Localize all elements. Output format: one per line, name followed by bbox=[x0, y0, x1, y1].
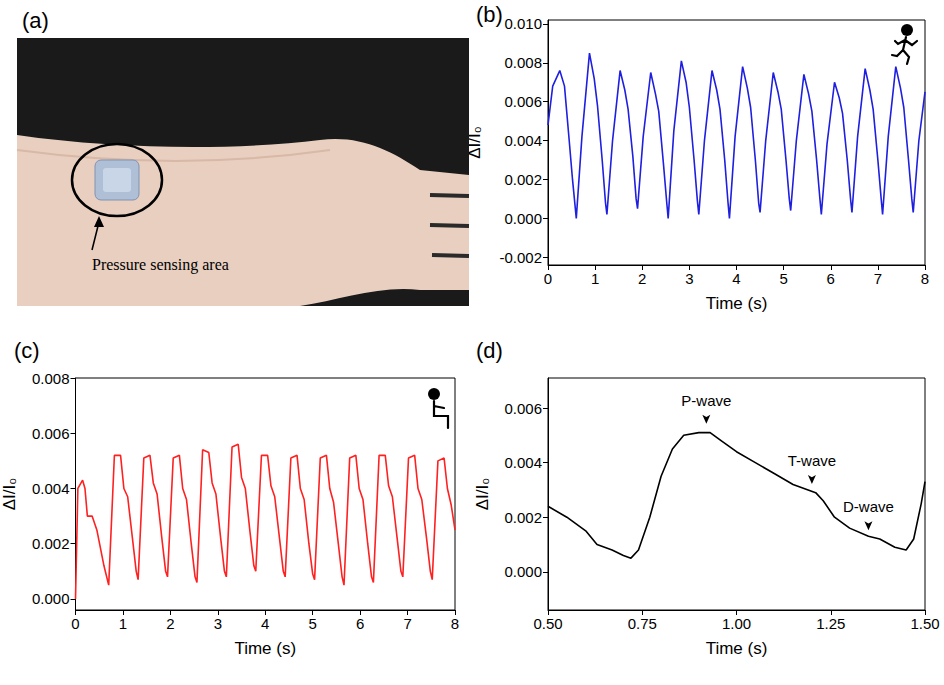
svg-text:8: 8 bbox=[921, 270, 929, 287]
svg-text:(d): (d) bbox=[476, 338, 503, 363]
svg-text:4: 4 bbox=[732, 270, 740, 287]
svg-text:1.25: 1.25 bbox=[816, 615, 845, 632]
svg-text:0.002: 0.002 bbox=[504, 171, 542, 188]
svg-text:0.008: 0.008 bbox=[32, 370, 70, 387]
svg-text:0.004: 0.004 bbox=[504, 132, 542, 149]
svg-text:ΔI/I₀: ΔI/I₀ bbox=[465, 126, 484, 159]
svg-text:Time (s): Time (s) bbox=[234, 639, 296, 658]
svg-text:T-wave: T-wave bbox=[788, 452, 836, 469]
svg-text:5: 5 bbox=[779, 270, 787, 287]
svg-text:0.010: 0.010 bbox=[504, 15, 542, 32]
svg-text:3: 3 bbox=[685, 270, 693, 287]
svg-text:1.50: 1.50 bbox=[910, 615, 939, 632]
svg-text:Time (s): Time (s) bbox=[706, 294, 768, 313]
svg-text:0.000: 0.000 bbox=[504, 210, 542, 227]
svg-text:ΔI/I₀: ΔI/I₀ bbox=[0, 478, 19, 511]
svg-text:(c): (c) bbox=[14, 338, 40, 363]
svg-text:2: 2 bbox=[166, 615, 174, 632]
svg-text:6: 6 bbox=[827, 270, 835, 287]
svg-text:Pressure sensing area: Pressure sensing area bbox=[92, 256, 229, 274]
svg-text:1: 1 bbox=[591, 270, 599, 287]
svg-text:0.002: 0.002 bbox=[32, 535, 70, 552]
svg-text:0.000: 0.000 bbox=[504, 563, 542, 580]
svg-text:3: 3 bbox=[214, 615, 222, 632]
svg-text:7: 7 bbox=[403, 615, 411, 632]
svg-text:6: 6 bbox=[356, 615, 364, 632]
svg-text:0.006: 0.006 bbox=[504, 400, 542, 417]
svg-text:0.004: 0.004 bbox=[504, 454, 542, 471]
svg-text:Time (s): Time (s) bbox=[706, 639, 768, 658]
svg-text:D-wave: D-wave bbox=[843, 498, 894, 515]
svg-text:0.008: 0.008 bbox=[504, 54, 542, 71]
svg-text:0.004: 0.004 bbox=[32, 480, 70, 497]
svg-text:(b): (b) bbox=[476, 2, 503, 27]
svg-text:0.006: 0.006 bbox=[32, 425, 70, 442]
svg-text:0.50: 0.50 bbox=[533, 615, 562, 632]
svg-text:1.00: 1.00 bbox=[722, 615, 751, 632]
svg-text:0: 0 bbox=[71, 615, 79, 632]
svg-text:(a): (a) bbox=[22, 8, 49, 33]
svg-text:1: 1 bbox=[119, 615, 127, 632]
svg-text:0.002: 0.002 bbox=[504, 509, 542, 526]
svg-text:2: 2 bbox=[638, 270, 646, 287]
svg-text:4: 4 bbox=[261, 615, 269, 632]
svg-text:0.000: 0.000 bbox=[32, 590, 70, 607]
svg-text:0.006: 0.006 bbox=[504, 93, 542, 110]
svg-text:0: 0 bbox=[544, 270, 552, 287]
svg-text:-0.002: -0.002 bbox=[499, 249, 542, 266]
svg-text:5: 5 bbox=[309, 615, 317, 632]
svg-text:0.75: 0.75 bbox=[628, 615, 657, 632]
svg-text:7: 7 bbox=[874, 270, 882, 287]
svg-text:P-wave: P-wave bbox=[681, 392, 731, 409]
svg-text:8: 8 bbox=[451, 615, 459, 632]
svg-text:ΔI/I₀: ΔI/I₀ bbox=[473, 478, 492, 511]
